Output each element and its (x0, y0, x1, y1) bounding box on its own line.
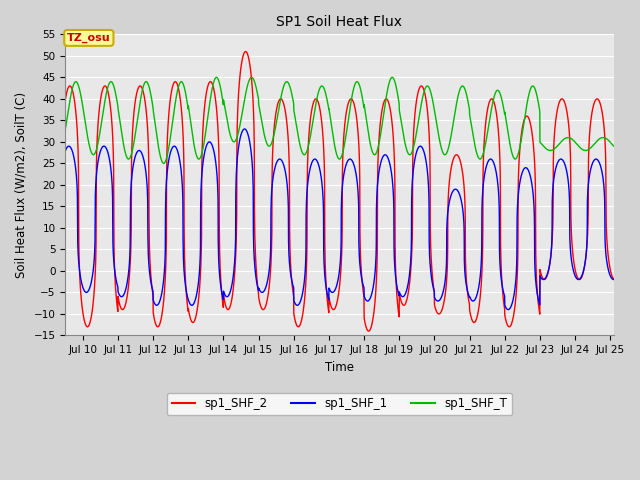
Text: TZ_osu: TZ_osu (67, 33, 111, 43)
Title: SP1 Soil Heat Flux: SP1 Soil Heat Flux (276, 15, 403, 29)
Y-axis label: Soil Heat Flux (W/m2), SoilT (C): Soil Heat Flux (W/m2), SoilT (C) (15, 92, 28, 278)
X-axis label: Time: Time (325, 360, 354, 374)
Legend: sp1_SHF_2, sp1_SHF_1, sp1_SHF_T: sp1_SHF_2, sp1_SHF_1, sp1_SHF_T (167, 393, 512, 415)
